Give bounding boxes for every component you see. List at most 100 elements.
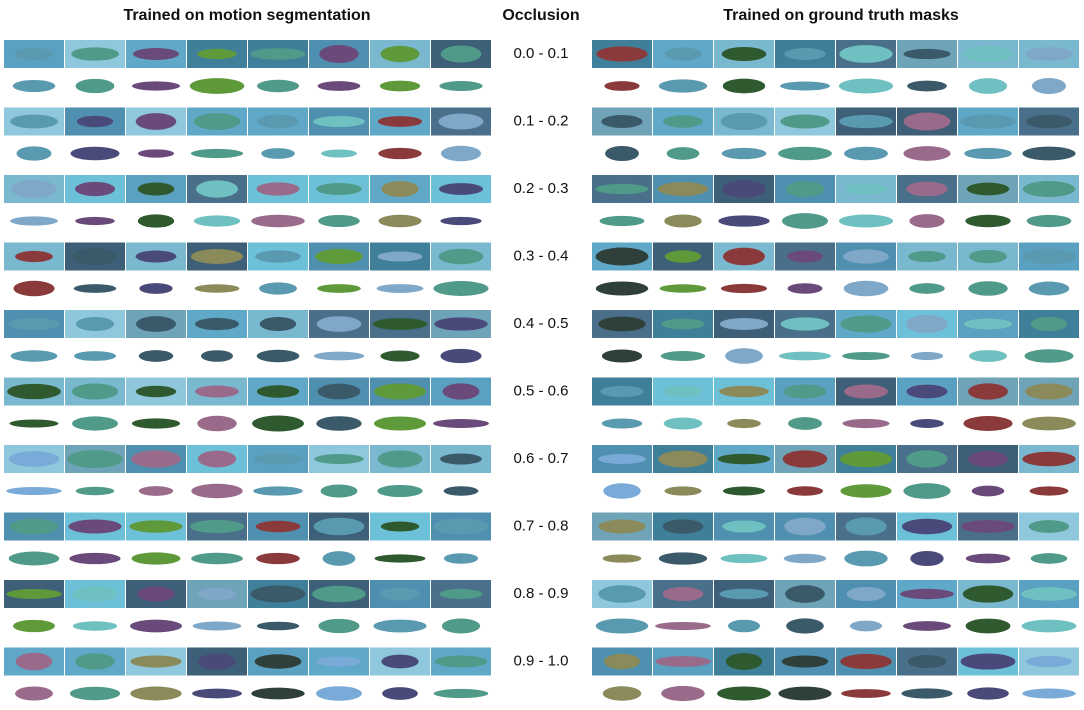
fish (1022, 248, 1076, 265)
fish (250, 48, 306, 60)
mask-fish (8, 551, 60, 566)
mask-fish (75, 486, 115, 496)
fish (719, 318, 769, 330)
fish (598, 585, 646, 603)
fish (438, 183, 484, 195)
mask-fish (318, 214, 360, 228)
fish (197, 450, 237, 468)
fish (8, 451, 60, 467)
fish (722, 180, 766, 198)
mask-fish (718, 215, 770, 227)
fish (901, 518, 953, 535)
mask-fish (722, 78, 766, 94)
fish (960, 653, 1016, 670)
fish (780, 114, 830, 129)
mask-fish (72, 416, 118, 431)
mask-fish (131, 552, 181, 565)
fish (657, 182, 709, 196)
fish (960, 520, 1016, 533)
fish (380, 521, 420, 532)
mask-fish (317, 81, 361, 91)
fish (845, 517, 887, 536)
mask-fish (251, 214, 305, 228)
mask-fish (778, 146, 832, 161)
fish (784, 48, 826, 60)
fish (720, 112, 768, 131)
mask-fish (440, 145, 482, 162)
fish (963, 318, 1013, 330)
mask-fish (599, 215, 645, 227)
mask-fish (13, 280, 55, 297)
fish (256, 385, 300, 398)
fish (135, 113, 177, 130)
fish (312, 585, 366, 603)
mask-fish (69, 686, 121, 701)
fish (133, 48, 179, 60)
mask-fish (842, 351, 890, 361)
mask-fish (788, 417, 822, 430)
fish (1022, 181, 1076, 197)
mask-fish (903, 483, 951, 499)
mask-fish (131, 81, 181, 91)
fish (137, 182, 175, 196)
fish (71, 383, 119, 400)
fish (1022, 451, 1076, 467)
occlusion-label: 0.1 - 0.2 (513, 112, 568, 129)
fish (719, 385, 769, 398)
mask-fish (1022, 146, 1076, 161)
mask-fish (261, 148, 295, 159)
fish (189, 519, 245, 534)
mask-fish (786, 486, 824, 496)
mask-fish (433, 281, 489, 296)
mask-fish (12, 79, 56, 93)
mask-fish (440, 216, 482, 226)
mask-fish (251, 687, 305, 700)
fish (250, 585, 306, 603)
fish (1021, 587, 1077, 601)
fish (72, 586, 118, 602)
fish (440, 45, 482, 63)
fish (195, 180, 239, 198)
mask-fish (320, 484, 358, 498)
fish (721, 47, 767, 61)
fish (11, 180, 57, 198)
fish (780, 317, 830, 331)
mask-fish (75, 216, 115, 226)
fish (843, 249, 889, 264)
fish (663, 115, 703, 128)
mask-fish (840, 484, 892, 498)
fish (906, 384, 948, 399)
mask-fish (603, 483, 641, 499)
mask-fish (907, 80, 947, 92)
fish (377, 116, 423, 127)
mask-fish (1031, 78, 1067, 94)
mask-fish (965, 214, 1011, 228)
mask-fish (137, 214, 175, 228)
mask-fish (841, 689, 891, 698)
fish (259, 317, 297, 331)
mask-fish (377, 484, 423, 498)
fish (7, 383, 61, 400)
fish (381, 181, 419, 197)
fish (373, 383, 427, 400)
mask-fish (720, 283, 768, 294)
mask-fish (971, 485, 1005, 497)
mask-fish (910, 419, 944, 428)
fish (839, 450, 893, 468)
fish (840, 653, 892, 670)
mask-fish (727, 619, 761, 633)
right-header: Trained on ground truth masks (723, 7, 959, 24)
mask-fish (316, 416, 362, 431)
fish (839, 114, 893, 129)
fish (438, 248, 484, 265)
mask-fish (658, 552, 708, 565)
mask-fish (783, 553, 827, 564)
mask-fish (968, 350, 1008, 362)
fish (72, 248, 118, 265)
fish (960, 114, 1016, 129)
fish (195, 317, 239, 331)
mask-fish (780, 81, 830, 91)
left-header: Trained on motion segmentation (123, 7, 370, 24)
fish (968, 249, 1008, 264)
occlusion-label: 0.7 - 0.8 (513, 517, 568, 534)
